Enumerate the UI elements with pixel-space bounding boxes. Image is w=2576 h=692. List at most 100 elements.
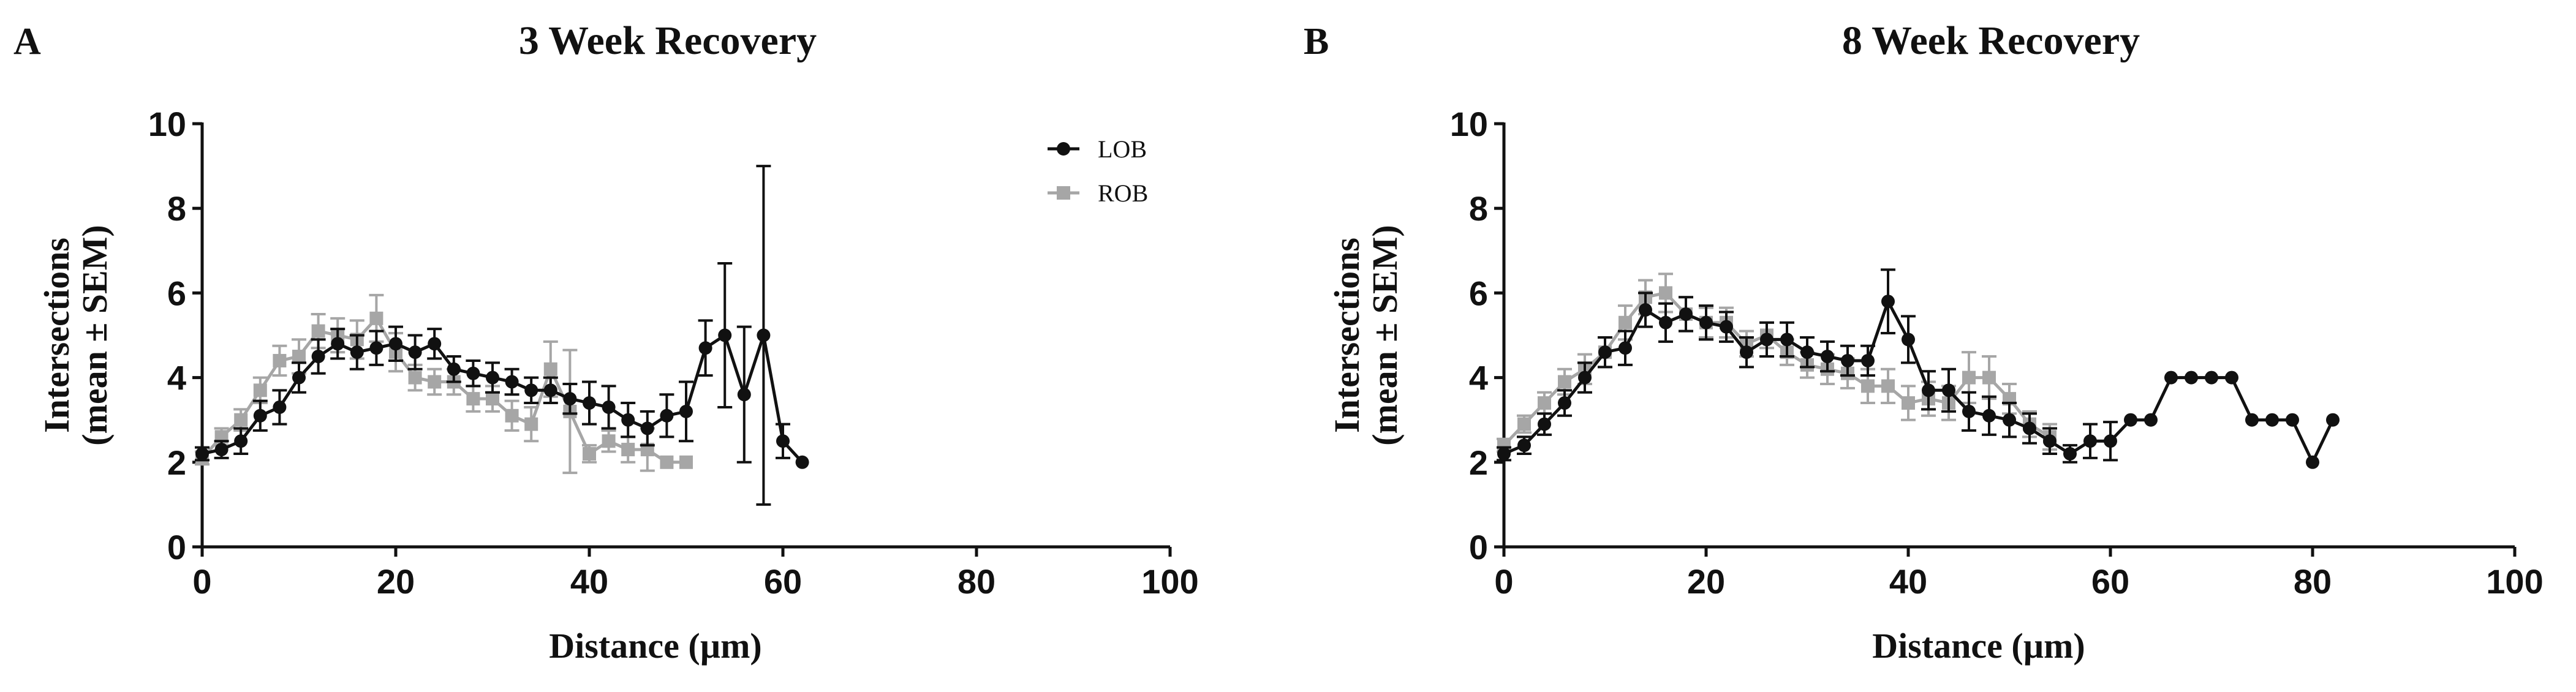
data-point: [2063, 446, 2077, 461]
y-tick-label: 4: [167, 359, 186, 397]
data-point: [1800, 345, 1814, 359]
data-point: [660, 408, 674, 423]
data-point: [1740, 345, 1753, 359]
data-point: [621, 443, 635, 457]
y-tick-label: 8: [167, 189, 186, 228]
data-point: [253, 383, 267, 397]
data-point: [408, 370, 422, 385]
legend-label-rob: ROB: [1098, 179, 1148, 207]
series-rob: [195, 293, 693, 475]
y-tick-label: 2: [167, 443, 186, 482]
y-tick-label: 0: [167, 528, 186, 566]
data-point: [1881, 295, 1895, 309]
data-point: [1962, 404, 1976, 418]
data-point: [1639, 303, 1652, 317]
y-tick-label: 4: [1469, 359, 1488, 397]
data-point: [737, 388, 751, 402]
data-point: [311, 324, 325, 338]
data-point: [698, 341, 712, 355]
y-tick-label: 10: [148, 105, 186, 143]
x-tick-label: 40: [1889, 562, 1927, 601]
data-point: [466, 366, 480, 380]
data-point: [428, 375, 442, 389]
x-tick-label: 0: [192, 562, 211, 601]
data-point: [524, 417, 538, 431]
data-point: [505, 408, 519, 423]
data-point: [1962, 370, 1976, 385]
data-point: [1558, 375, 1571, 389]
data-point: [2043, 434, 2057, 448]
data-point: [273, 353, 287, 367]
data-point: [1902, 333, 1915, 347]
x-tick-label: 60: [2091, 562, 2129, 601]
y-tick-label: 6: [167, 274, 186, 312]
data-point: [428, 337, 442, 351]
data-point: [1902, 396, 1915, 410]
data-point: [1659, 315, 1672, 329]
data-point: [757, 328, 771, 342]
data-point: [1699, 315, 1713, 329]
data-point: [2185, 370, 2198, 385]
data-point: [583, 396, 596, 410]
series-line-lob: [202, 333, 804, 464]
legend-label-lob: LOB: [1098, 135, 1147, 163]
data-point: [1618, 315, 1632, 329]
data-point: [1861, 353, 1875, 367]
y-tick-label: 0: [1469, 528, 1488, 566]
data-point: [1942, 383, 1955, 397]
data-point: [195, 446, 209, 461]
panel-letter: A: [13, 21, 41, 62]
data-point: [1982, 408, 1996, 423]
data-point: [1982, 370, 1996, 385]
data-point: [486, 370, 499, 385]
y-tick-label: 8: [1469, 189, 1488, 228]
data-point: [292, 370, 306, 385]
data-point: [2124, 413, 2137, 427]
data-point: [1780, 333, 1794, 347]
data-point: [2225, 370, 2238, 385]
x-tick-label: 60: [764, 562, 802, 601]
y-axis-label-line: Intersections: [37, 238, 77, 433]
data-point: [1881, 379, 1895, 393]
data-point: [369, 341, 383, 355]
data-point: [543, 383, 557, 397]
data-point: [447, 362, 461, 376]
data-point: [679, 455, 693, 469]
data-point: [1659, 286, 1672, 300]
data-point: [311, 350, 325, 364]
data-point: [602, 400, 616, 414]
data-point: [2023, 421, 2036, 435]
x-tick-label: 20: [1687, 562, 1725, 601]
data-point: [214, 443, 229, 457]
series-line-rob: [1503, 291, 2051, 446]
series-lob: [195, 165, 809, 506]
data-point: [1497, 446, 1511, 461]
x-tick-label: 20: [377, 562, 415, 601]
data-point: [466, 392, 480, 406]
data-point: [2265, 413, 2279, 427]
data-point: [1618, 341, 1632, 355]
data-point: [331, 337, 345, 351]
data-point: [621, 413, 635, 427]
data-point: [1841, 353, 1854, 367]
panel-letter: B: [1304, 21, 1329, 62]
legend: LOB ROB: [1048, 135, 1148, 207]
data-point: [1679, 307, 1693, 321]
y-tick-label: 10: [1450, 105, 1488, 143]
data-point: [1760, 333, 1773, 347]
data-point: [350, 345, 364, 359]
x-tick-label: 40: [570, 562, 608, 601]
chart-title: 3 Week Recovery: [519, 18, 817, 63]
data-point: [2205, 370, 2218, 385]
data-point: [389, 337, 402, 351]
data-point: [1578, 370, 1592, 385]
data-point: [273, 400, 287, 414]
data-point: [660, 455, 674, 469]
y-axis-label-line: Intersections: [1327, 238, 1367, 433]
data-point: [1922, 383, 1935, 397]
y-axis-label-line: (mean ± SEM): [1365, 225, 1405, 445]
x-axis-label: Distance (µm): [1872, 626, 2085, 666]
